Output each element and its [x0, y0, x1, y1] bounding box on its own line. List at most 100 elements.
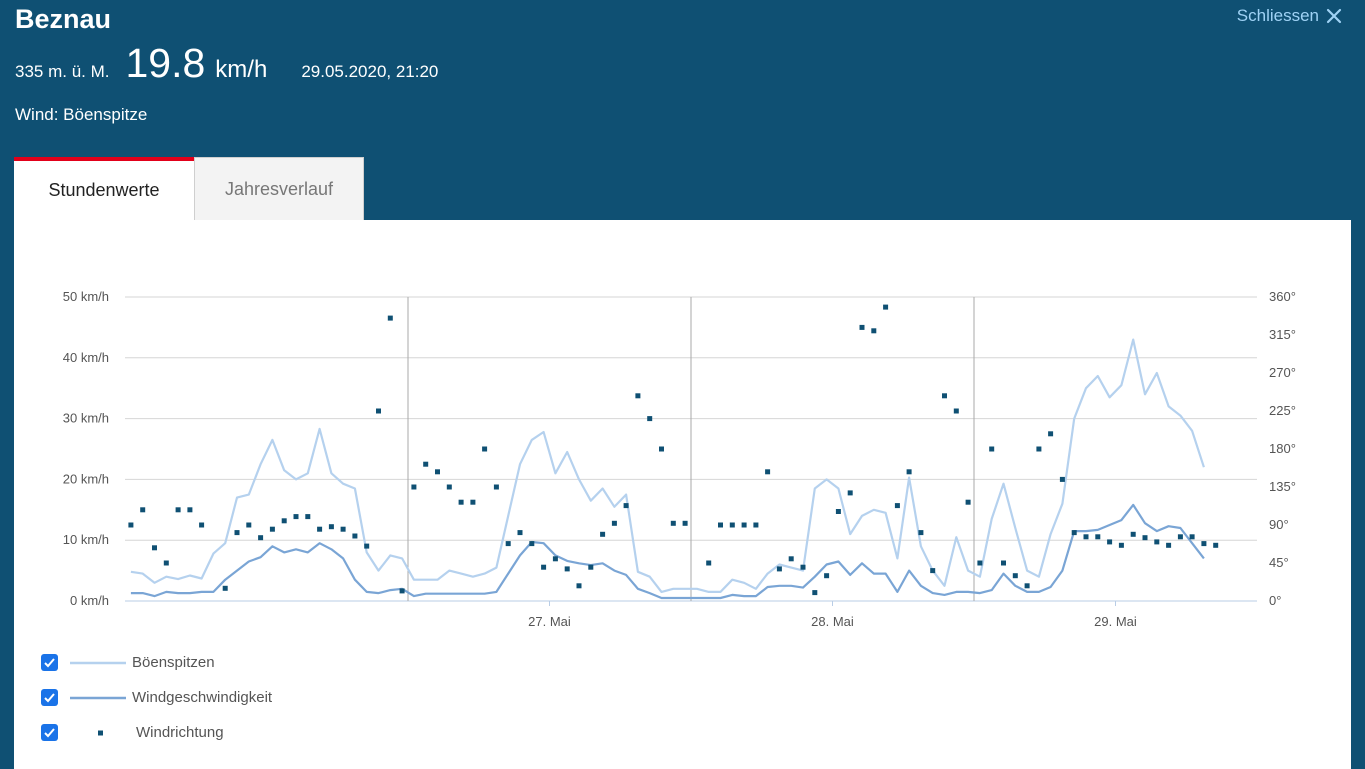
direction-marker — [435, 469, 440, 475]
direction-marker — [800, 564, 806, 570]
y-left-tick-label: 30 km/h — [63, 411, 109, 426]
direction-checkbox[interactable] — [41, 724, 58, 741]
legend: Böenspitzen Windgeschwindigkeit Windrich… — [41, 645, 272, 750]
direction-marker — [859, 324, 865, 330]
station-meta: 335 m. ü. M. 19.8 km/h 29.05.2020, 21:20 — [15, 40, 438, 87]
direction-marker — [623, 503, 629, 509]
chart-panel: 0 km/h 10 km/h 20 km/h 30 km/h 40 km/h 50 km/… — [14, 220, 1351, 769]
direction-marker — [517, 530, 523, 536]
y-right-tick-label: 135° — [1269, 479, 1296, 494]
x-tick-label: 29. Mai — [1094, 614, 1137, 629]
direction-marker — [776, 566, 782, 572]
direction-marker — [199, 522, 205, 528]
y-left-tick-label: 10 km/h — [63, 532, 109, 547]
direction-marker — [953, 408, 959, 414]
direction-marker — [883, 304, 889, 310]
tab-stundenwerte[interactable]: Stundenwerte — [14, 157, 194, 220]
direction-marker — [1118, 542, 1124, 548]
y-right-tick-label: 225° — [1269, 403, 1296, 418]
y-right-tick-label: 270° — [1269, 365, 1296, 380]
direction-marker — [1189, 534, 1195, 540]
direction-marker — [423, 461, 429, 467]
tab-jahresverlauf[interactable]: Jahresverlauf — [194, 157, 364, 220]
direction-marker — [682, 520, 688, 526]
direction-marker — [965, 499, 971, 505]
direction-marker — [163, 560, 169, 566]
legend-label: Böenspitzen — [132, 654, 215, 671]
y-right-tick-label: 0° — [1269, 593, 1281, 608]
direction-marker — [706, 560, 712, 566]
direction-marker — [1071, 530, 1077, 536]
direction-marker — [600, 531, 606, 537]
direction-marker — [824, 573, 830, 579]
direction-marker — [541, 564, 547, 570]
direction-marker — [1154, 539, 1160, 545]
direction-marker — [564, 566, 570, 572]
direction-marker — [140, 507, 146, 513]
direction-marker — [328, 524, 334, 530]
direction-marker — [1059, 476, 1065, 482]
y-right-tick-label: 90° — [1269, 517, 1289, 532]
direction-marker — [269, 526, 275, 532]
timestamp: 29.05.2020, 21:20 — [301, 62, 439, 81]
gusts-swatch — [70, 661, 126, 664]
direction-marker — [659, 446, 664, 452]
direction-marker — [376, 408, 381, 414]
x-tick-label: 27. Mai — [528, 614, 571, 629]
direction-marker — [493, 484, 499, 490]
direction-marker — [729, 522, 735, 528]
x-tick-label: 28. Mai — [811, 614, 854, 629]
direction-marker — [187, 507, 193, 513]
direction-marker — [1142, 535, 1148, 541]
speed-checkbox[interactable] — [41, 689, 58, 706]
current-value: 19.8 — [125, 40, 206, 86]
legend-item-gusts: Böenspitzen — [41, 645, 272, 680]
direction-marker — [1130, 531, 1136, 537]
direction-marker — [611, 520, 617, 526]
direction-marker — [364, 543, 370, 549]
direction-marker — [505, 541, 511, 547]
close-label: Schliessen — [1236, 6, 1319, 25]
y-right-tick-label: 45° — [1269, 555, 1289, 570]
direction-marker — [670, 520, 676, 526]
checkmark-icon — [44, 658, 55, 668]
y-right-tick-label: 360° — [1269, 289, 1296, 304]
direction-marker — [281, 518, 287, 524]
direction-marker — [894, 503, 900, 509]
direction-marker — [128, 522, 134, 528]
gusts-checkbox[interactable] — [41, 654, 58, 671]
speed-line — [130, 503, 1205, 600]
direction-marker — [1166, 542, 1172, 548]
current-unit: km/h — [215, 56, 268, 83]
direction-marker — [458, 499, 464, 505]
direction-marker — [977, 560, 983, 566]
direction-marker — [305, 514, 311, 520]
direction-marker — [1201, 541, 1207, 547]
legend-item-speed: Windgeschwindigkeit — [41, 680, 272, 715]
direction-marker — [258, 535, 264, 541]
direction-marker — [246, 522, 252, 528]
direction-marker — [482, 446, 488, 452]
direction-marker — [812, 590, 818, 596]
y-left-tick-label: 40 km/h — [63, 350, 109, 365]
direction-marker — [234, 530, 240, 536]
direction-marker — [1001, 560, 1006, 566]
close-button[interactable]: Schliessen — [1237, 6, 1343, 26]
direction-marker — [753, 522, 759, 528]
close-icon[interactable] — [1325, 7, 1343, 25]
speed-swatch — [70, 696, 126, 699]
direction-marker — [741, 522, 747, 528]
direction-marker — [718, 522, 723, 528]
direction-marker — [352, 533, 358, 539]
direction-marker — [576, 583, 582, 589]
direction-marker — [1213, 542, 1219, 548]
direction-marker — [765, 469, 771, 475]
direction-marker — [1083, 534, 1089, 540]
direction-marker — [1036, 446, 1042, 452]
direction-marker — [1012, 573, 1018, 579]
wind-chart: 0 km/h 10 km/h 20 km/h 30 km/h 40 km/h 50 km/… — [63, 289, 1296, 629]
legend-item-direction: Windrichtung — [41, 715, 272, 750]
direction-swatch — [98, 730, 103, 735]
direction-marker — [871, 328, 877, 334]
y-left-tick-label: 0 km/h — [70, 593, 109, 608]
